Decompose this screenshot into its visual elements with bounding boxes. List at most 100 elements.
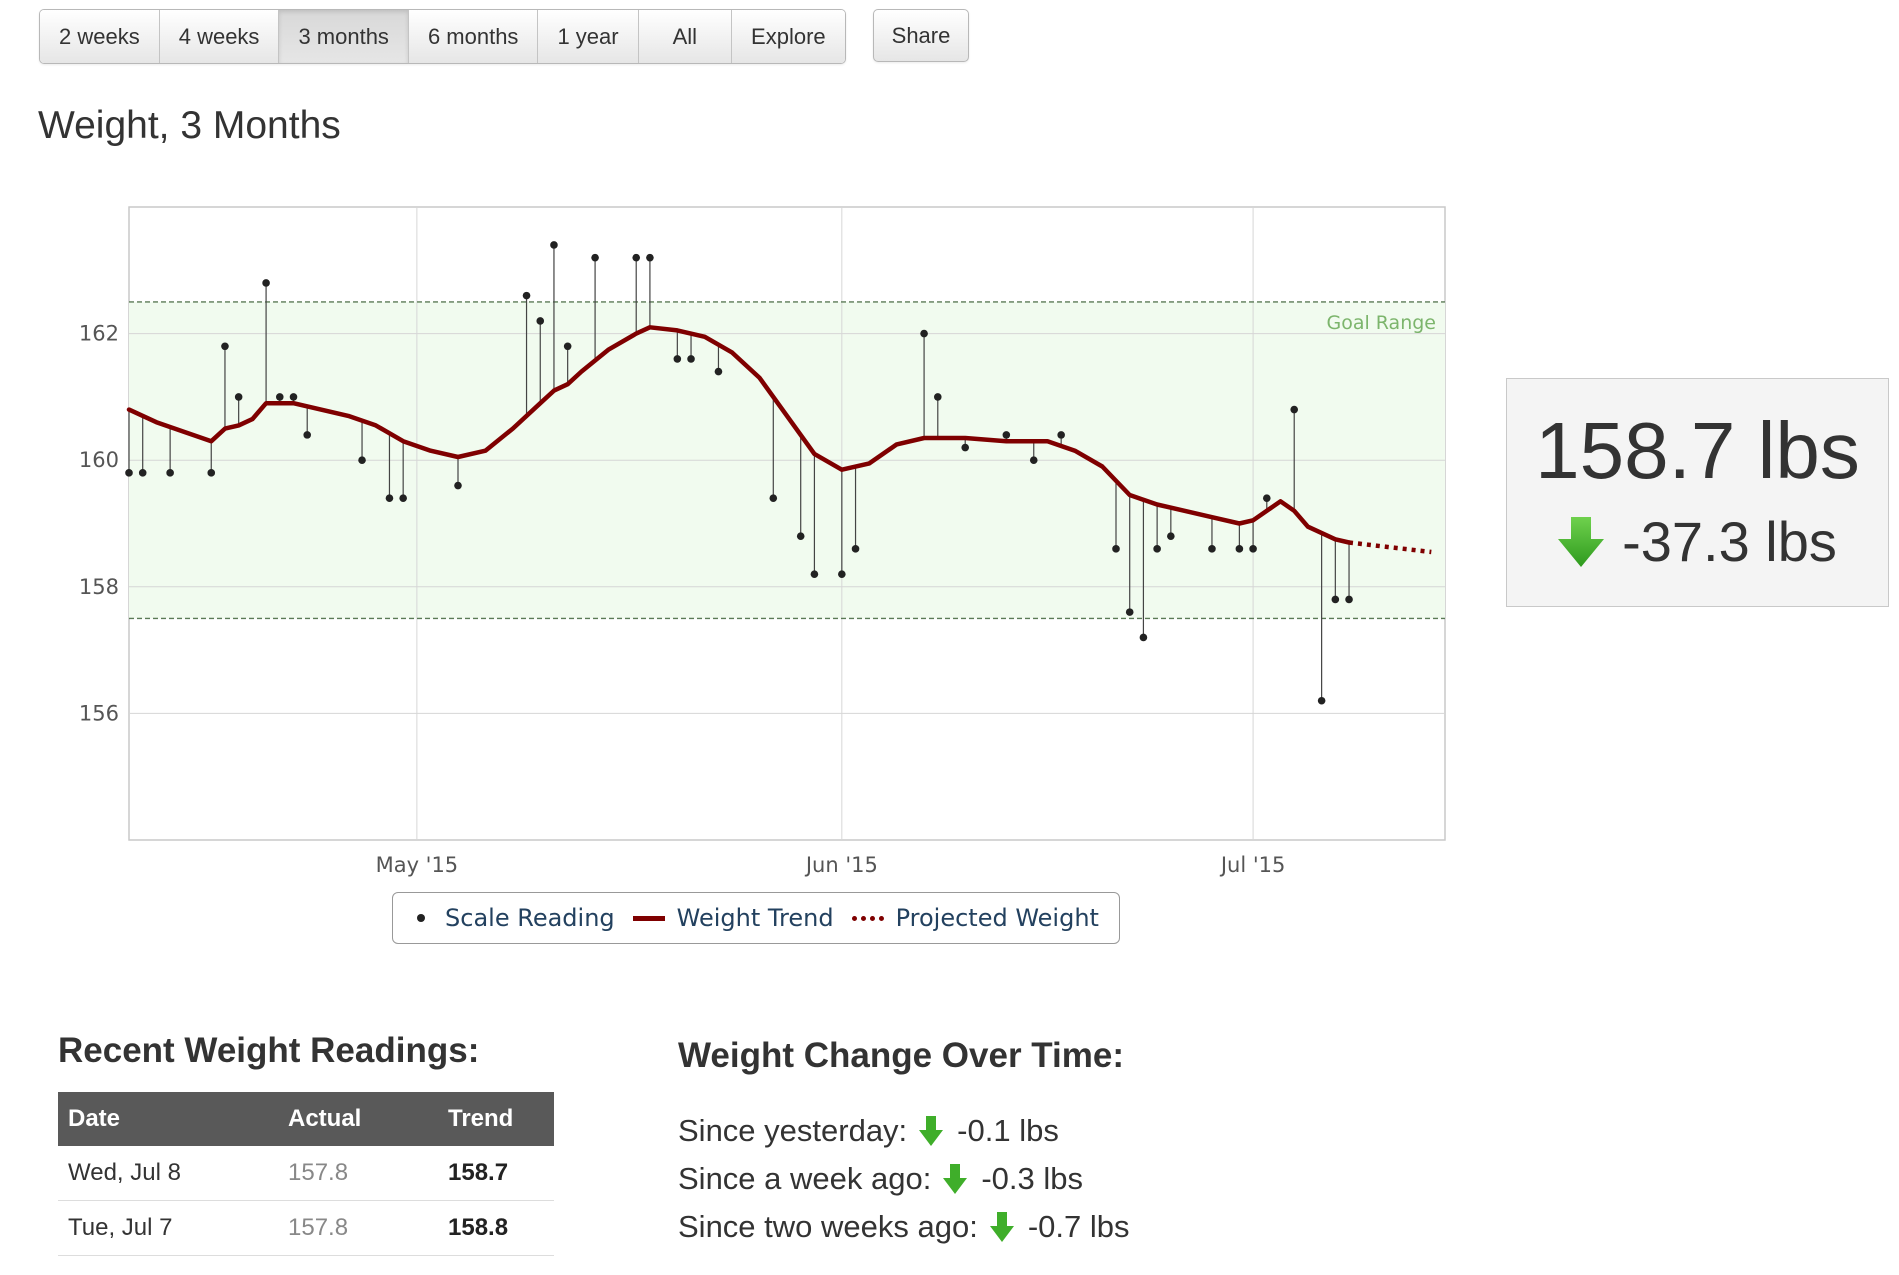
down-arrow-icon [919,1116,944,1146]
scale-reading-point [207,469,216,477]
scale-reading-point [646,253,654,262]
range-button-2-weeks[interactable]: 2 weeks [40,10,160,63]
x-tick-label: May '15 [376,853,459,877]
row-actual: 157.8 [278,1146,438,1201]
projected-weight-marker [851,915,884,921]
scale-reading-point [289,393,298,401]
scale-reading-point [1208,545,1216,553]
scale-reading-point [769,494,778,502]
scale-reading-point [632,253,641,262]
y-tick-label: 160 [79,448,119,472]
legend-label-weight-trend: Weight Trend [676,904,834,932]
change-label: Since yesterday: [678,1113,908,1148]
scale-reading-point [454,481,462,490]
weight-change-list: Since yesterday: -0.1 lbs Since a week a… [678,1107,1130,1251]
share-button[interactable]: Share [873,9,969,62]
scale-reading-point [166,469,174,477]
scale-reading-point [303,431,312,439]
range-button-3-months[interactable]: 3 months [279,10,409,63]
x-tick-label: Jun '15 [804,853,878,877]
scale-reading-point [536,317,545,325]
column-header-date: Date [58,1092,278,1146]
scale-reading-point [1112,545,1120,553]
scale-reading-point [920,329,928,338]
chart-legend: Scale Reading Weight Trend Projected Wei… [392,892,1120,944]
down-arrow-icon [943,1164,968,1194]
scale-reading-point [385,494,394,502]
scale-reading-point [1290,405,1299,414]
scale-reading-point [234,393,243,401]
scale-reading-point [522,291,531,300]
change-label: Since a week ago: [678,1161,932,1196]
recent-readings-title: Recent Weight Readings: [58,1031,480,1070]
scale-reading-point [673,355,682,363]
scale-reading-point [563,342,572,351]
y-tick-label: 158 [79,575,119,599]
page-title: Weight, 3 Months [38,104,341,147]
change-value: -0.1 lbs [957,1113,1059,1148]
scale-reading-point [1167,532,1175,540]
range-button-4-weeks[interactable]: 4 weeks [159,10,280,63]
y-tick-label: 162 [79,322,119,346]
scale-reading-point [1345,595,1353,604]
row-date: Tue, Jul 7 [58,1200,278,1256]
scale-reading-point [1317,696,1326,705]
scale-reading-point [1249,545,1257,553]
legend-projected-weight[interactable]: Projected Weight [851,904,1099,932]
scale-reading-point [961,443,970,452]
scale-reading-point [275,393,284,401]
table-row: Tue, Jul 7 157.8 158.8 [58,1200,554,1256]
current-weight-panel: 158.7 lbs -37.3 lbs [1506,378,1889,607]
goal-range-label: Goal Range [1326,312,1436,334]
scale-reading-point [1057,431,1065,439]
scale-reading-point [933,393,942,401]
y-tick-label: 156 [79,701,119,725]
change-value: -0.7 lbs [1027,1209,1130,1244]
list-item: Since yesterday: -0.1 lbs [678,1107,1130,1155]
weight-trend-marker [632,915,665,921]
row-trend: 158.8 [438,1200,554,1256]
scale-reading-point [358,456,366,465]
range-button-group: 2 weeks 4 weeks 3 months 6 months 1 year… [39,9,846,64]
list-item: Since two weeks ago: -0.7 lbs [678,1203,1130,1251]
scale-reading-point [687,355,695,363]
scale-reading-point [796,532,805,540]
x-tick-label: Jul '15 [1219,853,1286,877]
total-change-value: -37.3 lbs [1622,510,1837,573]
current-weight-value: 158.7 lbs [1535,406,1860,495]
explore-button[interactable]: Explore [732,10,845,63]
legend-label-scale-reading: Scale Reading [445,904,615,932]
change-value: -0.3 lbs [981,1161,1083,1196]
column-header-trend: Trend [438,1092,554,1146]
row-actual: 157.8 [278,1200,438,1256]
weight-trend-line [126,325,1352,545]
range-button-1-year[interactable]: 1 year [538,10,639,63]
scale-reading-point [262,279,270,287]
scale-reading-point [1125,608,1134,616]
scale-reading-point [125,469,133,477]
range-button-6-months[interactable]: 6 months [408,10,539,63]
legend-scale-reading[interactable]: Scale Reading [413,904,615,932]
down-arrow-icon [1558,516,1605,567]
table-row: Wed, Jul 8 157.8 158.7 [58,1146,554,1201]
scale-reading-point [851,545,860,553]
scale-reading-point [1262,494,1271,502]
weight-chart: 156 158 160 162 May '15 Jun '15 Jul '15 Goal Ra… [79,206,1446,877]
scale-reading-point [1002,431,1011,439]
down-arrow-icon [989,1212,1014,1242]
scale-reading-point [221,342,229,351]
list-item: Since a week ago: -0.3 lbs [678,1155,1130,1203]
scale-reading-point [1235,545,1244,553]
scale-reading-point [714,367,723,376]
scale-reading-point [1331,595,1340,604]
scale-reading-point [1153,545,1161,553]
scale-reading-marker [417,914,426,922]
legend-weight-trend[interactable]: Weight Trend [632,904,834,932]
range-button-all[interactable]: All [638,10,733,63]
scale-reading-point [1139,633,1148,642]
column-header-actual: Actual [278,1092,438,1146]
change-label: Since two weeks ago: [678,1209,978,1244]
weight-change-title: Weight Change Over Time: [678,1036,1125,1075]
row-trend: 158.7 [438,1146,554,1201]
plot-area: 156 158 160 162 May '15 Jun '15 Jul '15 Goal Ra… [79,206,1446,877]
